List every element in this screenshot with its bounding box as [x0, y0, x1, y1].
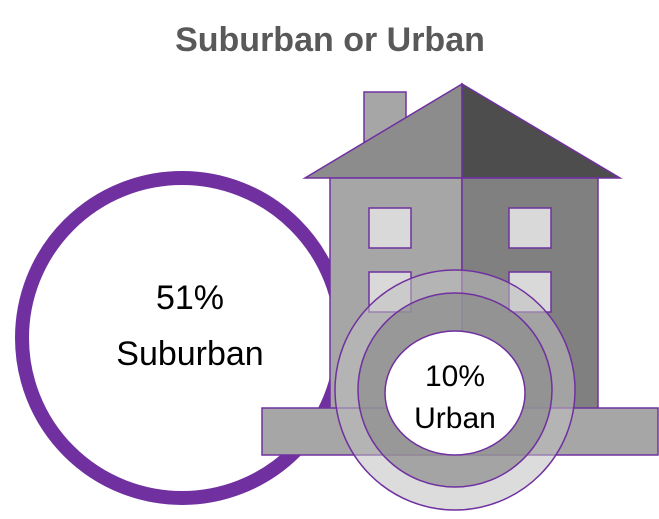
- page: {"title": "Suburban or Urban", "items": …: [0, 0, 659, 514]
- suburban-label: Suburban: [116, 335, 263, 373]
- title: Suburban or Urban: [175, 21, 485, 59]
- urban-center: [385, 331, 525, 455]
- suburban-percent: 51%: [156, 279, 224, 317]
- window: [509, 208, 551, 248]
- urban-percent: 10%: [425, 360, 485, 393]
- urban-label: Urban: [414, 402, 496, 435]
- window: [369, 208, 411, 248]
- infographic: Suburban or Urban 51% Suburban 10% Urban: [0, 0, 659, 514]
- roof-right: [462, 84, 620, 178]
